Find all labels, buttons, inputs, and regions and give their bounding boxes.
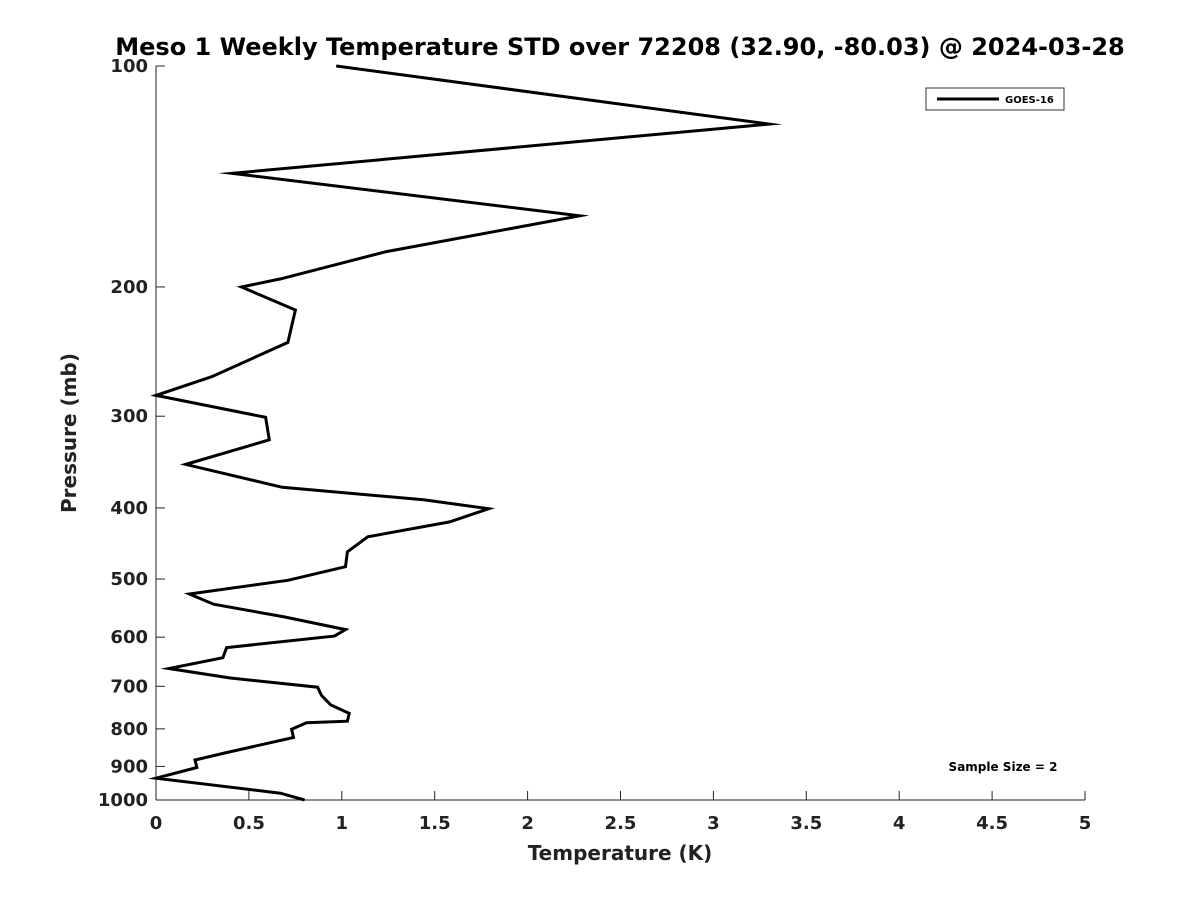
x-tick-label: 4	[893, 813, 906, 834]
x-tick-label: 2.5	[605, 813, 637, 834]
series-layer	[147, 64, 783, 802]
y-tick-label: 600	[110, 627, 148, 648]
y-axis-label: Pressure (mb)	[57, 353, 81, 513]
axes	[155, 66, 1085, 801]
x-tick-label: 3.5	[790, 813, 822, 834]
legend: GOES-16	[925, 87, 1065, 111]
x-tick-label: 1	[336, 813, 349, 834]
x-tick-label: 4.5	[976, 813, 1008, 834]
y-tick-label: 800	[110, 719, 148, 740]
y-tick-label: 700	[110, 676, 148, 697]
x-tick-label: 1.5	[419, 813, 451, 834]
sample-size-annotation: Sample Size = 2	[949, 760, 1058, 774]
legend-label: GOES-16	[1005, 95, 1054, 106]
y-tick-label: 1000	[98, 790, 148, 811]
y-tick-label: 500	[110, 569, 148, 590]
x-axis-label: Temperature (K)	[528, 841, 713, 865]
x-ticks: 0 0.5 1 1.5 2 2.5 3 3.5 4 4.5 5	[150, 791, 1092, 834]
x-tick-label: 3	[707, 813, 720, 834]
y-tick-label: 100	[110, 56, 148, 77]
x-tick-label: 0.5	[233, 813, 265, 834]
y-ticks: 100 200 300 400 500 600 700 800 900 1000	[98, 56, 165, 811]
x-tick-label: 0	[150, 813, 163, 834]
chart-title: Meso 1 Weekly Temperature STD over 72208…	[115, 33, 1125, 61]
x-tick-label: 2	[521, 813, 534, 834]
y-tick-label: 200	[110, 277, 148, 298]
x-tick-label: 5	[1079, 813, 1092, 834]
series-line-0	[147, 64, 783, 802]
y-tick-label: 400	[110, 498, 148, 519]
y-tick-label: 300	[110, 406, 148, 427]
y-tick-label: 900	[110, 756, 148, 777]
